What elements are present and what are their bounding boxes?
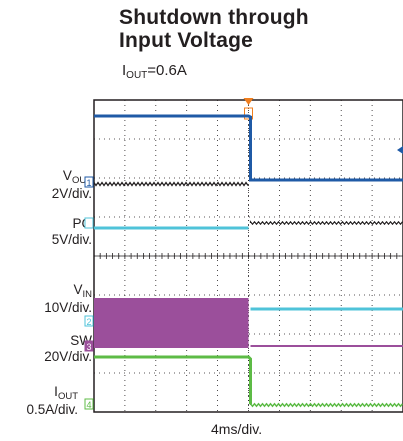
label-iout-scale: 0.5A/div. [26, 402, 78, 417]
chart-title-line1: Shutdown through [119, 6, 309, 29]
trace-iout-after [249, 401, 403, 408]
marker-ch3 [84, 340, 94, 352]
marker-ch4 [84, 398, 94, 410]
x-axis-label: 4ms/div. [211, 421, 263, 437]
subtitle-main: I [122, 62, 127, 79]
trace-vin-top [94, 114, 403, 182]
label-vout-scale: 2V/div. [51, 186, 92, 201]
subtitle-sub: OUT [126, 70, 148, 81]
trace-vout-after [249, 220, 403, 226]
label-vin-name: V [73, 282, 83, 297]
label-vin-scale: 10V/div. [44, 300, 92, 315]
trace-sw-switching [94, 298, 249, 348]
label-vout-sub: OUT [71, 175, 92, 186]
chart-subtitle: IOUT=0.6A [122, 62, 187, 81]
subtitle-rest: =0.6A [147, 62, 187, 79]
marker-ch-pg [84, 217, 94, 229]
right-edge-marker [397, 146, 403, 154]
label-vin: VIN 10V/div. [30, 282, 92, 316]
trigger-box [244, 107, 253, 120]
trace-vout-before [93, 180, 249, 187]
marker-ch3-text: 3 [86, 342, 91, 352]
trigger-marker [243, 98, 254, 105]
label-vin-sub: IN [82, 289, 93, 300]
label-iout: IOUT 0.5A/div. [0, 384, 78, 418]
label-iout-sub: OUT [57, 391, 78, 402]
chart-title: Shutdown through Input Voltage [119, 6, 309, 52]
label-vout: VOUT 2V/div. [30, 168, 92, 202]
label-iout-name: I [54, 384, 58, 399]
marker-ch1-text: 1 [86, 178, 91, 188]
label-sw-scale: 20V/div. [44, 349, 92, 364]
marker-ch2 [84, 315, 94, 327]
trace-iout-before [94, 355, 252, 404]
label-vout-name: V [62, 168, 72, 183]
chart-title-line2: Input Voltage [119, 29, 254, 52]
marker-ch4-text: 4 [86, 400, 91, 410]
marker-ch1 [84, 176, 94, 188]
marker-ch2-text: 2 [86, 317, 91, 327]
label-pg-scale: 5V/div. [51, 232, 92, 247]
